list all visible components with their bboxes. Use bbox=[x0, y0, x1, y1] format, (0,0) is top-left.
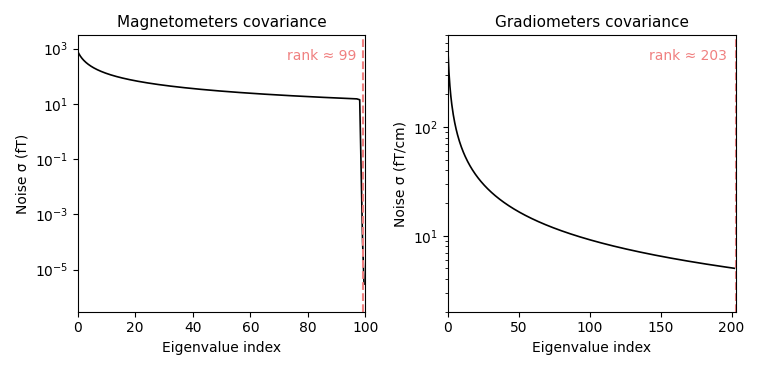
Title: Magnetometers covariance: Magnetometers covariance bbox=[117, 15, 327, 30]
Text: rank ≈ 203: rank ≈ 203 bbox=[649, 49, 727, 63]
X-axis label: Eigenvalue index: Eigenvalue index bbox=[532, 341, 651, 355]
Text: rank ≈ 99: rank ≈ 99 bbox=[287, 49, 357, 63]
Y-axis label: Noise σ (fT/cm): Noise σ (fT/cm) bbox=[394, 121, 407, 226]
Y-axis label: Noise σ (fT): Noise σ (fT) bbox=[15, 134, 29, 213]
X-axis label: Eigenvalue index: Eigenvalue index bbox=[162, 341, 281, 355]
Title: Gradiometers covariance: Gradiometers covariance bbox=[495, 15, 689, 30]
